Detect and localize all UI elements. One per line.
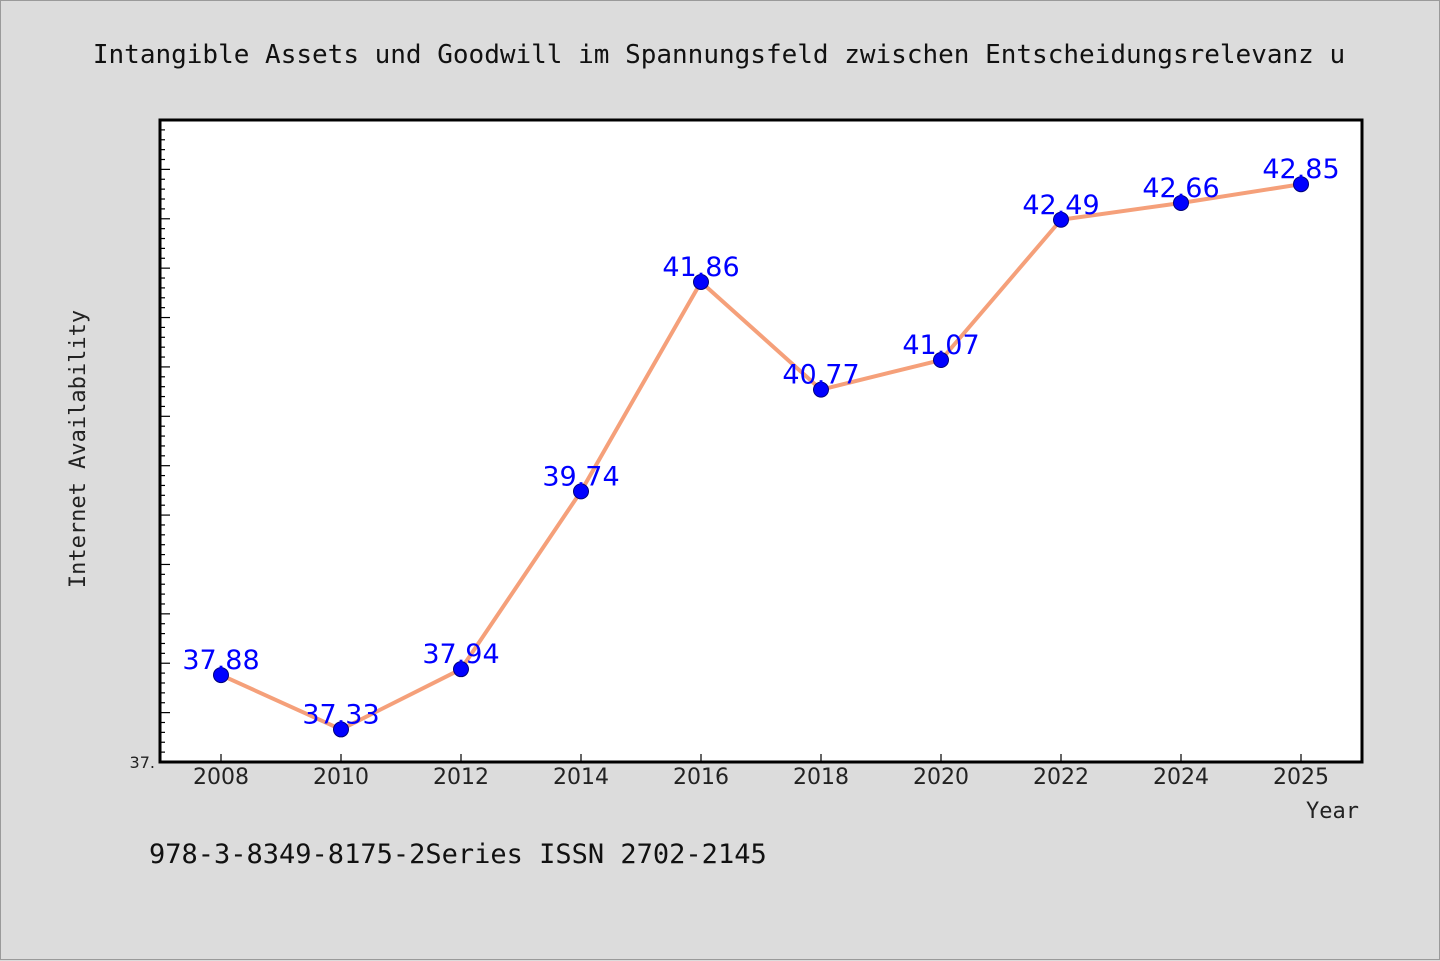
- data-point: [693, 273, 709, 290]
- data-point: [813, 381, 829, 398]
- data-label: 42.85: [1262, 154, 1339, 185]
- x-axis-ticks: 2008 2010 2012 2014 2016 2018 2020 2022 2024 2025: [193, 754, 1329, 790]
- series-line: [220, 182, 1302, 732]
- data-point: [933, 352, 949, 369]
- data-label: 42.66: [1142, 173, 1219, 204]
- data-markers: [213, 176, 1309, 738]
- x-tick-label: 2022: [1033, 765, 1089, 790]
- x-tick-label: 2014: [553, 765, 609, 790]
- data-point: [1293, 176, 1309, 193]
- x-axis-label: Year: [1306, 799, 1359, 824]
- data-point: [213, 667, 229, 684]
- data-label: 42.49: [1022, 190, 1099, 221]
- data-label: 41.07: [902, 330, 979, 361]
- x-tick-label: 2025: [1273, 765, 1329, 790]
- data-point: [333, 721, 349, 738]
- x-tick-label: 2020: [913, 765, 969, 790]
- footer-text: 978-3-8349-8175-2Series ISSN 2702-2145: [149, 839, 767, 870]
- data-label: 37.88: [182, 645, 259, 676]
- data-point: [453, 661, 469, 678]
- data-point: [573, 483, 589, 500]
- x-tick-label: 2024: [1153, 765, 1209, 790]
- y-axis-ticks: [160, 129, 170, 763]
- data-label: 39.74: [542, 461, 619, 492]
- chart-title: Intangible Assets und Goodwill im Spannu…: [93, 40, 1345, 70]
- series-line-group: [220, 182, 1302, 732]
- x-tick-label: 2016: [673, 765, 729, 790]
- x-tick-label: 2010: [313, 765, 369, 790]
- data-labels: 37.88 37.33 37.94 39.74 41.86 40.77 41.07 42.49…: [182, 154, 1339, 730]
- x-tick-label: 2012: [433, 765, 489, 790]
- plot-area: [158, 118, 1364, 764]
- data-label: 37.94: [422, 639, 499, 670]
- data-point: [1053, 211, 1069, 228]
- data-label: 37.33: [302, 699, 379, 730]
- y-axis-label: Internet Availability: [66, 310, 91, 588]
- data-label: 40.77: [782, 360, 859, 391]
- x-tick-label: 2008: [193, 765, 249, 790]
- x-tick-label: 2018: [793, 765, 849, 790]
- y-tick-label: 37.: [130, 753, 155, 772]
- data-label: 41.86: [662, 252, 739, 283]
- data-point: [1173, 194, 1189, 211]
